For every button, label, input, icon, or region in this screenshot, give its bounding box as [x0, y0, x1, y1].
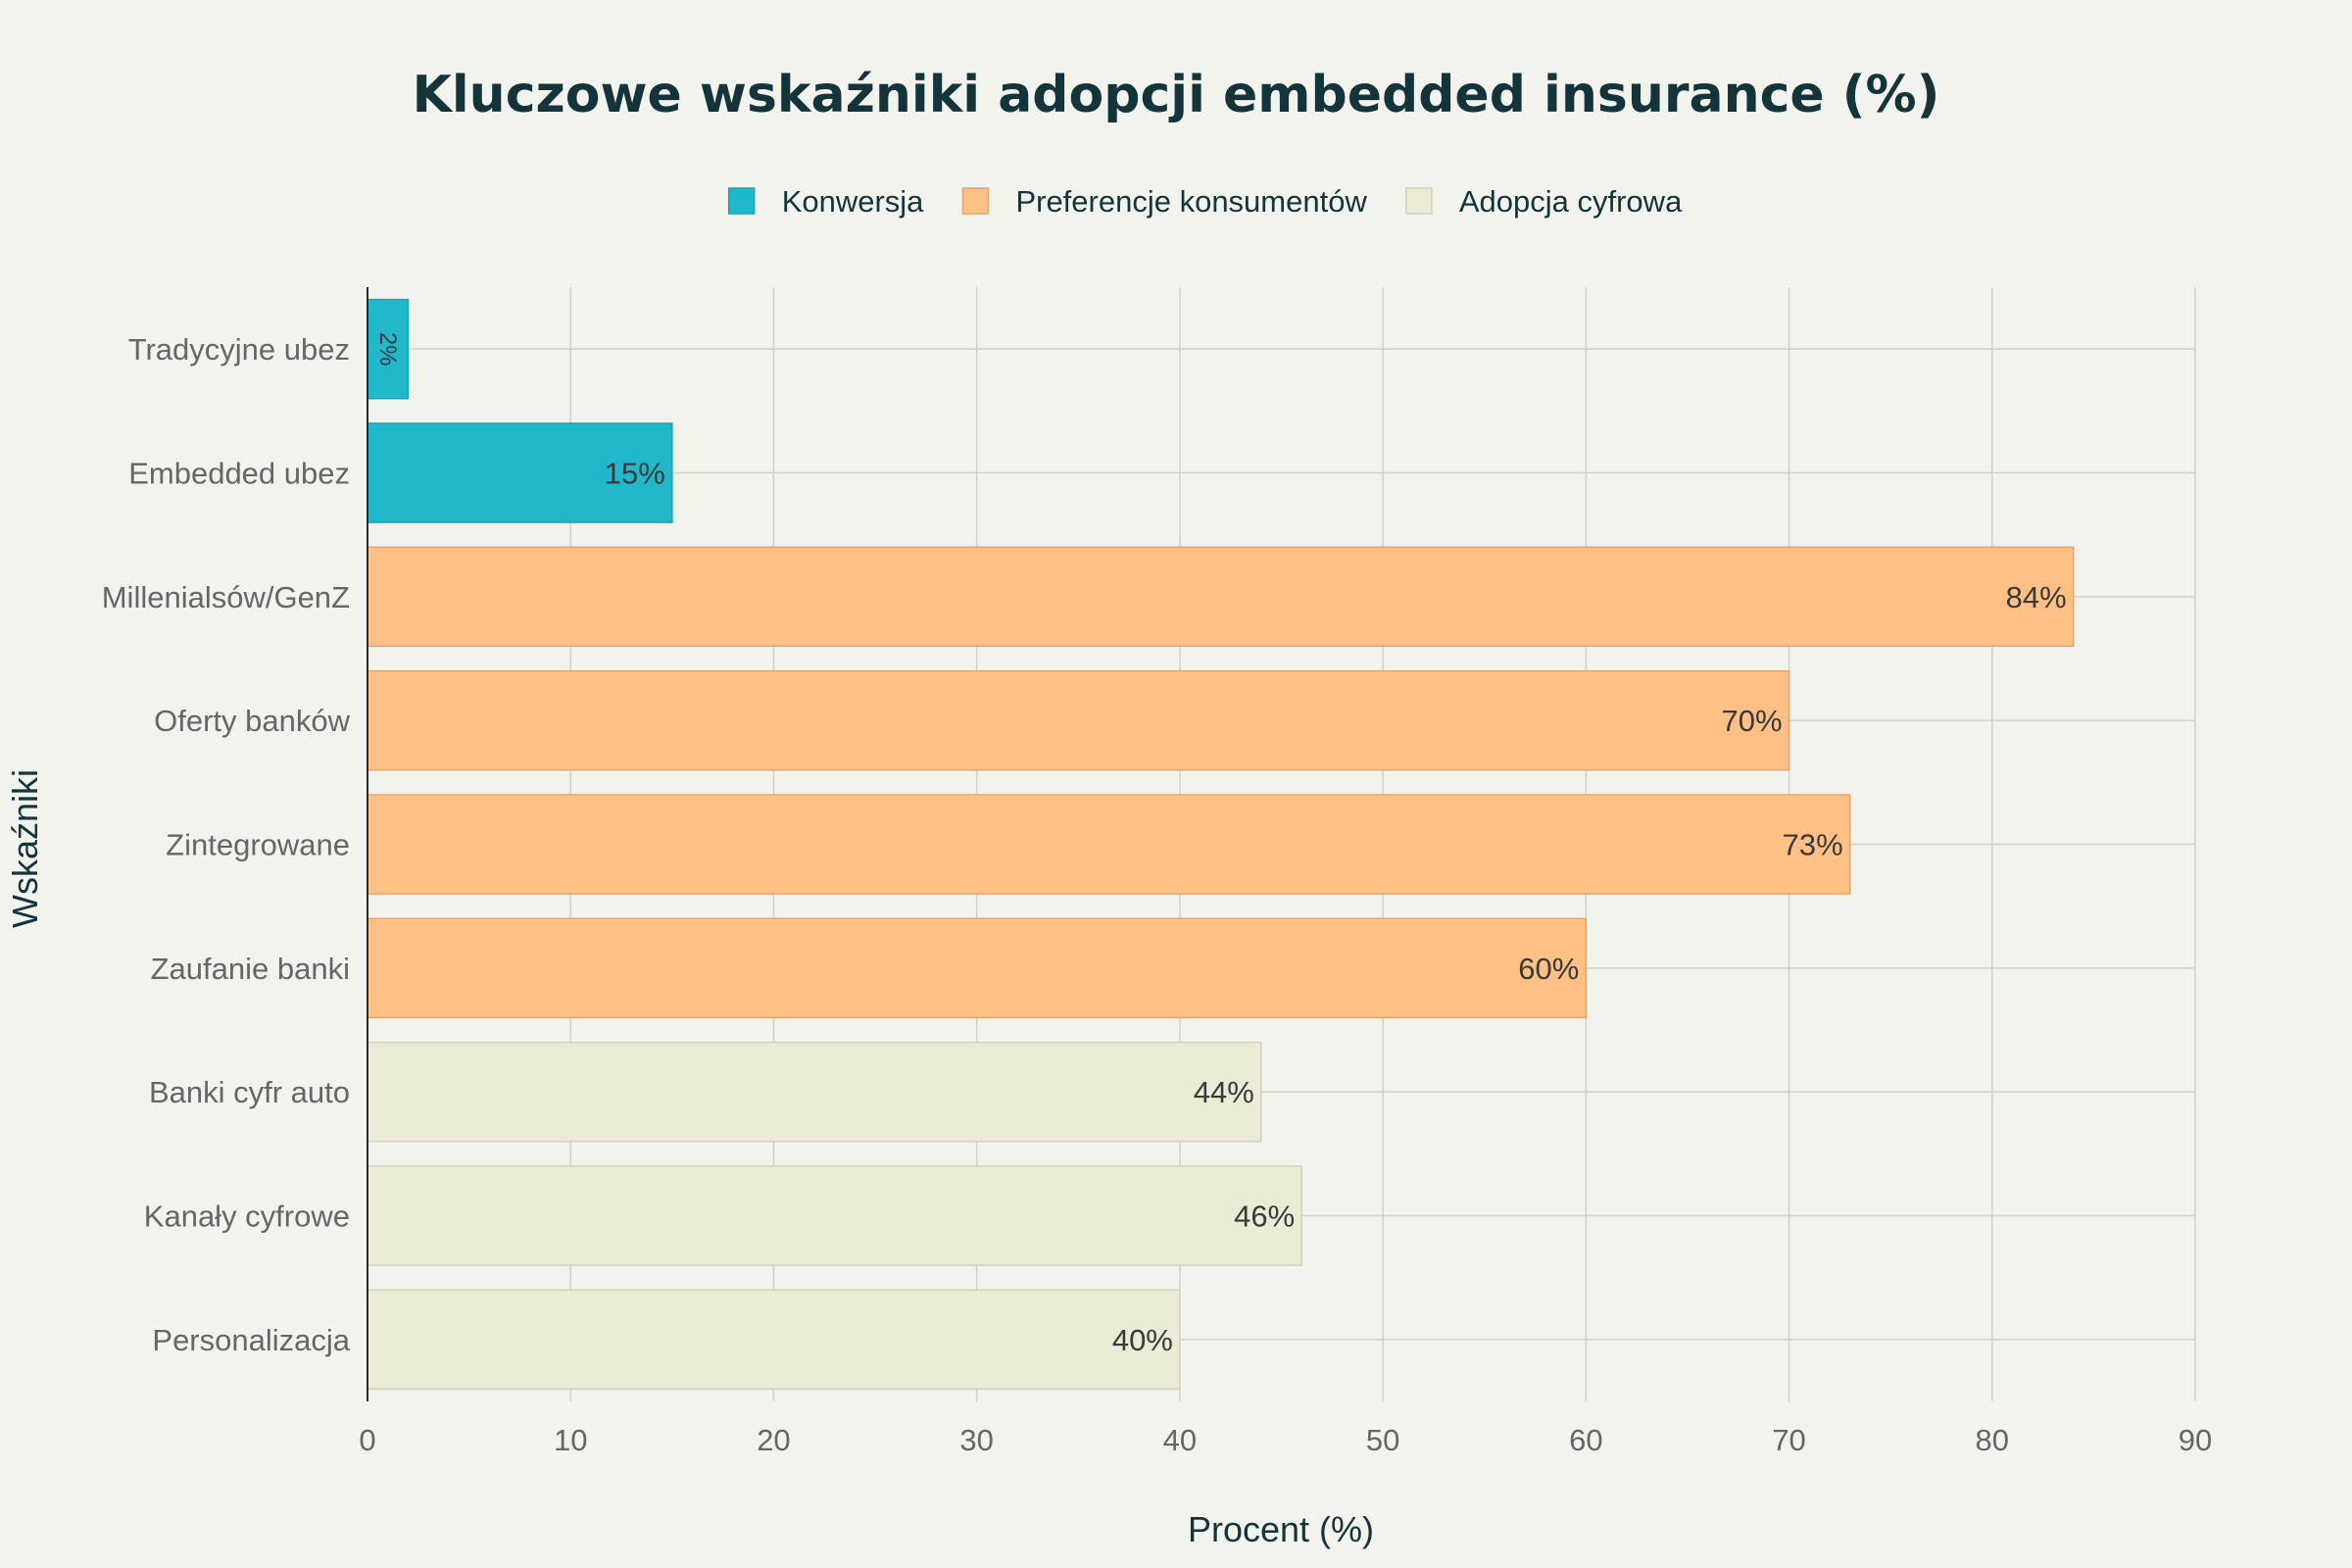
data-label: 73% — [1783, 828, 1843, 862]
y-axis-title: Wskaźniki — [5, 769, 45, 928]
category-label: Tradycyjne ubez — [128, 332, 350, 367]
x-tick-label: 50 — [1366, 1423, 1399, 1457]
x-tick-label: 90 — [2179, 1423, 2212, 1457]
x-tick-label: 10 — [554, 1423, 587, 1457]
category-labels: Tradycyjne ubez Embedded ubez Millenialsów… — [102, 332, 351, 1357]
category-label: Embedded ubez — [128, 457, 350, 491]
data-label: 40% — [1112, 1323, 1173, 1357]
bar — [367, 546, 2075, 648]
legend-item: Konwersja — [727, 184, 924, 219]
category-label: Oferty banków — [154, 704, 350, 738]
x-tick-labels: 0 10 20 30 40 50 60 70 80 90 — [359, 1423, 2212, 1457]
data-label: 70% — [1722, 704, 1783, 738]
data-label: 46% — [1234, 1200, 1295, 1234]
x-axis-title: Procent (%) — [1188, 1509, 1374, 1549]
category-label: Millenialsów/GenZ — [102, 580, 350, 614]
bar — [367, 1041, 1262, 1143]
data-label: 44% — [1194, 1075, 1254, 1109]
legend-item: Preferencje konsumentów — [961, 184, 1367, 219]
chart-title: Kluczowe wskaźniki adopcji embedded insu… — [413, 66, 1940, 124]
x-tick-label: 40 — [1163, 1423, 1197, 1457]
bar — [367, 917, 1588, 1019]
bar — [367, 1165, 1302, 1266]
legend: Konwersja Preferencje konsumentów Adopcja … — [727, 184, 1683, 219]
x-tick-label: 60 — [1569, 1423, 1602, 1457]
data-label: 2% — [374, 332, 401, 367]
legend-swatch — [727, 187, 756, 215]
bar — [367, 298, 410, 400]
data-label: 15% — [605, 457, 665, 491]
category-label: Banki cyfr auto — [149, 1075, 350, 1109]
bars: 2% 15% 84% 70% 73% 60% 44% 46% 40% — [367, 298, 2075, 1391]
legend-label: Preferencje konsumentów — [1015, 184, 1367, 219]
bar — [367, 422, 673, 523]
legend-label: Konwersja — [782, 184, 924, 219]
category-label: Zintegrowane — [166, 828, 350, 862]
legend-swatch — [961, 187, 990, 215]
x-tick-label: 20 — [757, 1423, 790, 1457]
data-label: 60% — [1518, 952, 1579, 986]
legend-item: Adopcja cyfrowa — [1405, 184, 1683, 219]
bar — [367, 794, 1851, 895]
category-label: Personalizacja — [152, 1323, 350, 1357]
x-tick-label: 0 — [359, 1423, 375, 1457]
category-label: Kanały cyfrowe — [144, 1200, 350, 1234]
x-tick-label: 30 — [959, 1423, 993, 1457]
bar — [367, 669, 1790, 771]
x-tick-label: 70 — [1772, 1423, 1805, 1457]
bar — [367, 1289, 1181, 1391]
category-label: Zaufanie banki — [151, 952, 350, 986]
data-label: 84% — [2006, 580, 2067, 614]
legend-swatch — [1405, 187, 1433, 215]
legend-label: Adopcja cyfrowa — [1459, 184, 1683, 219]
x-tick-label: 80 — [1976, 1423, 2009, 1457]
